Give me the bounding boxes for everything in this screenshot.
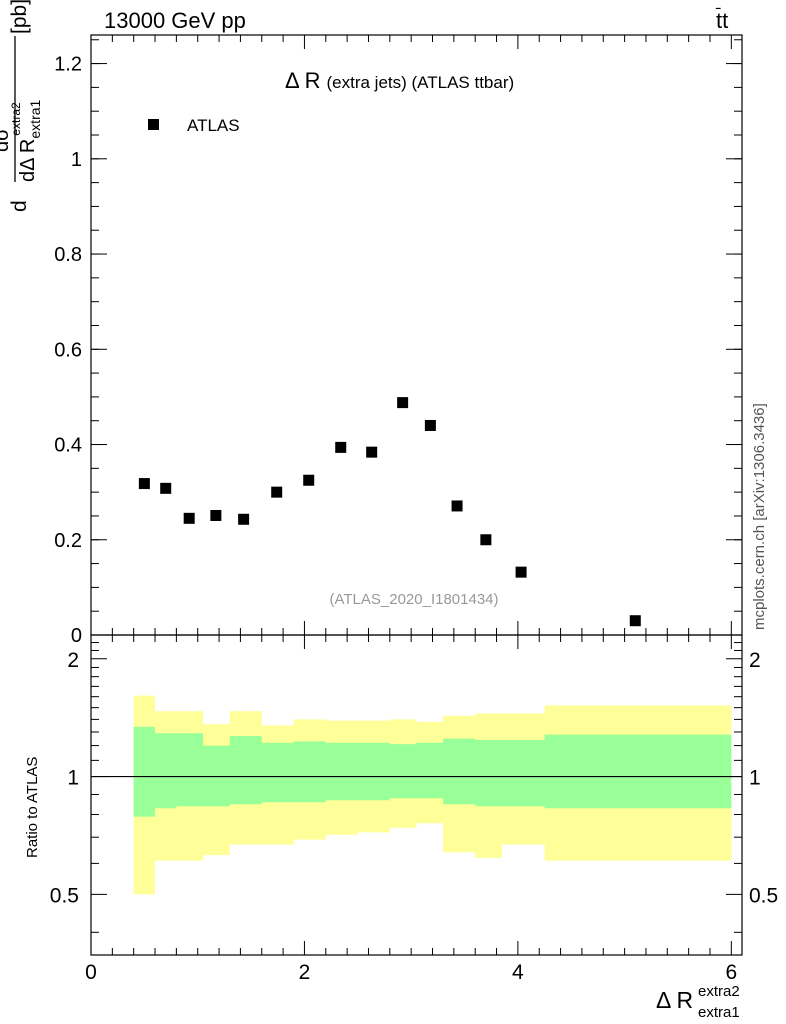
y-tick-label: 0.2 (54, 530, 82, 552)
process-label-main: tt (716, 8, 728, 33)
data-point (366, 446, 378, 458)
ratio-y-tick-label-right: 1 (749, 767, 761, 790)
y-tick-label: 0.4 (54, 435, 82, 457)
legend-label-atlas: ATLAS (187, 116, 240, 135)
ratio-panel: 0.5 0.5 1 1 2 2 0 2 4 6 Ratio to ATLAS Δ R extra2… (24, 634, 778, 1021)
x-axis-label-sup: extra2 (698, 983, 740, 1000)
main-axis-ticks: 0 0.2 0.4 0.6 0.8 1 1.2 (54, 35, 742, 647)
ratio-y-tick-label-right: 2 (749, 649, 761, 672)
analysis-watermark: (ATLAS_2020_I1801434) (329, 591, 498, 608)
data-point (210, 509, 222, 521)
process-label: tt̄ (715, 8, 728, 33)
ylabel-unit: [pb] (8, 0, 31, 34)
plot-title-sub: (extra jets) (ATLAS ttbar) (326, 73, 514, 92)
y-tick-label: 1 (71, 149, 82, 171)
data-point (303, 474, 315, 486)
data-point (397, 397, 409, 409)
main-y-axis-label: d dΔ Rextra1extra2 dσfid [pb] (0, 0, 43, 212)
data-point (271, 486, 283, 498)
data-point (183, 512, 195, 524)
main-points-group (138, 397, 641, 627)
ratio-plot-frame (90, 634, 743, 956)
y-tick-label: 0.8 (54, 244, 82, 266)
ratio-y-tick-label-right: 0.5 (749, 884, 778, 907)
side-label-group: mcplots.cern.ch [arXiv:1306.3436] (751, 403, 768, 630)
ratio-y-tick-label: 0.5 (50, 884, 79, 907)
data-point (424, 419, 436, 431)
ratio-bands-group (133, 695, 732, 895)
x-axis-label-sub: extra1 (698, 1004, 740, 1021)
x-tick-label: 0 (85, 961, 97, 984)
ylabel-numerator: dσfid (0, 116, 13, 152)
data-point (629, 615, 641, 627)
side-source-label: mcplots.cern.ch [arXiv:1306.3436] (751, 403, 768, 630)
y-tick-label: 0.6 (54, 339, 82, 361)
y-tick-label: 1.2 (54, 54, 82, 76)
energy-label: 13000 GeV pp (104, 8, 246, 33)
plot-title-main: Δ R (285, 68, 320, 93)
x-axis-label: Δ R (656, 987, 693, 1013)
ratio-axis-ticks: 0.5 0.5 1 1 2 2 0 2 4 6 (50, 635, 778, 984)
data-point (451, 500, 463, 512)
data-point (238, 513, 250, 525)
data-point (160, 482, 172, 494)
data-point (335, 441, 347, 453)
data-point (480, 534, 492, 546)
data-point (515, 566, 527, 578)
y-tick-label: 0 (71, 625, 82, 647)
x-tick-label: 4 (512, 961, 524, 984)
ratio-y-tick-label: 2 (67, 649, 79, 672)
ratio-y-axis-label: Ratio to ATLAS (24, 757, 41, 858)
ratio-green-band (133, 726, 732, 817)
plot-title: Δ R (extra jets) (ATLAS ttbar) (285, 68, 514, 93)
ratio-y-tick-label: 1 (67, 767, 79, 790)
x-tick-label: 6 (725, 961, 737, 984)
ylabel-d: d (8, 200, 31, 212)
x-tick-label: 2 (299, 961, 311, 984)
data-point (138, 478, 150, 490)
main-panel: 0 0.2 0.4 0.6 0.8 1 1.2 Δ R (extra jets) (ATLAS… (0, 0, 743, 647)
legend-marker (148, 119, 159, 130)
ratio-y-axis-label-group: Ratio to ATLAS (24, 757, 41, 858)
ylabel-denominator: dΔ Rextra1extra2 (9, 99, 43, 182)
